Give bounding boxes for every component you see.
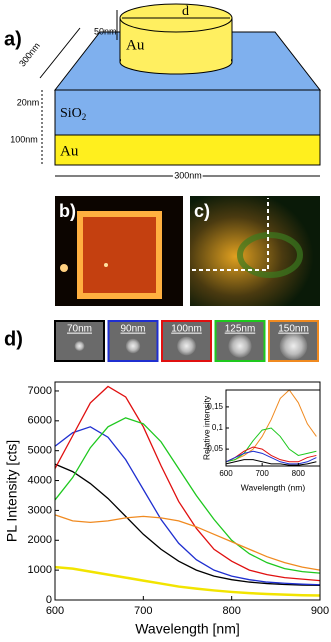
thumbnail-particle xyxy=(279,332,308,360)
label-50nm: 50nm xyxy=(94,26,117,36)
thumbnail-label: 150nm xyxy=(278,324,309,335)
y-axis-label: Relative intensity xyxy=(201,395,211,460)
dim-line xyxy=(39,27,81,79)
series-line xyxy=(54,463,321,587)
x-tick-label: 700 xyxy=(134,605,152,617)
label-width: 300nm xyxy=(174,170,202,180)
panel-label: a) xyxy=(4,28,22,50)
y-axis-label: PL Intensity [cts] xyxy=(4,440,20,542)
x-tick-label: 700 xyxy=(255,469,269,478)
thumbnail-label: 125nm xyxy=(225,324,256,335)
y-tick-label: 1000 xyxy=(28,564,52,576)
y-tick-label: 0 xyxy=(46,594,52,606)
y-tick-label: 0,15 xyxy=(207,402,223,411)
series-line xyxy=(225,389,317,463)
y-tick-label: 6000 xyxy=(28,415,52,427)
panel-label: d) xyxy=(4,328,23,350)
thumbnail-label: 70nm xyxy=(67,324,92,335)
label-d: d xyxy=(182,4,189,19)
y-tick-label: 5000 xyxy=(28,445,52,457)
series-line xyxy=(225,427,317,463)
plot-frame xyxy=(54,381,321,601)
series-line xyxy=(54,385,321,582)
image-c-ring xyxy=(237,232,303,278)
label-20nm: 20nm xyxy=(17,97,40,107)
label-100nm: 100nm xyxy=(10,134,38,144)
au-layer xyxy=(54,134,321,166)
y-tick-label: 7000 xyxy=(28,385,52,397)
y-tick-label: 0,1 xyxy=(212,423,224,432)
x-tick-label: 900 xyxy=(311,605,329,617)
thumbnail-label: 90nm xyxy=(120,324,145,335)
y-tick-label: 2000 xyxy=(28,534,52,546)
series-line xyxy=(54,426,321,586)
y-tick-label: 3000 xyxy=(28,504,52,516)
label-sio2: SiO2 xyxy=(60,106,86,122)
series-line xyxy=(54,565,321,597)
series-line xyxy=(54,514,321,571)
series-line xyxy=(225,459,317,466)
thumbnail-particle xyxy=(74,341,85,351)
y-tick-label: 4000 xyxy=(28,474,52,486)
image-b-square xyxy=(77,211,162,299)
series-line xyxy=(225,446,317,463)
x-tick-label: 600 xyxy=(219,469,233,478)
panel-label: b) xyxy=(59,201,76,221)
label-au-top: Au xyxy=(126,37,145,53)
x-tick-label: 800 xyxy=(292,469,306,478)
thumbnail-particle xyxy=(177,336,196,356)
label-au-bottom: Au xyxy=(60,143,79,159)
thumbnail-particle xyxy=(228,334,252,358)
x-tick-label: 800 xyxy=(222,605,240,617)
image-b-spot xyxy=(104,263,108,267)
thumbnail-particle xyxy=(125,338,141,354)
series-line xyxy=(225,450,317,465)
y-tick-label: 0,05 xyxy=(207,444,223,453)
image-b-spot xyxy=(60,264,68,272)
x-tick-label: 600 xyxy=(46,605,64,617)
panel-label: c) xyxy=(194,201,210,221)
thumbnail-label: 100nm xyxy=(171,324,202,335)
x-axis-label: Wavelength (nm) xyxy=(241,482,306,492)
series-line xyxy=(54,417,321,574)
sio2-layer xyxy=(54,89,321,136)
x-axis-label: Wavelength [nm] xyxy=(135,621,240,637)
